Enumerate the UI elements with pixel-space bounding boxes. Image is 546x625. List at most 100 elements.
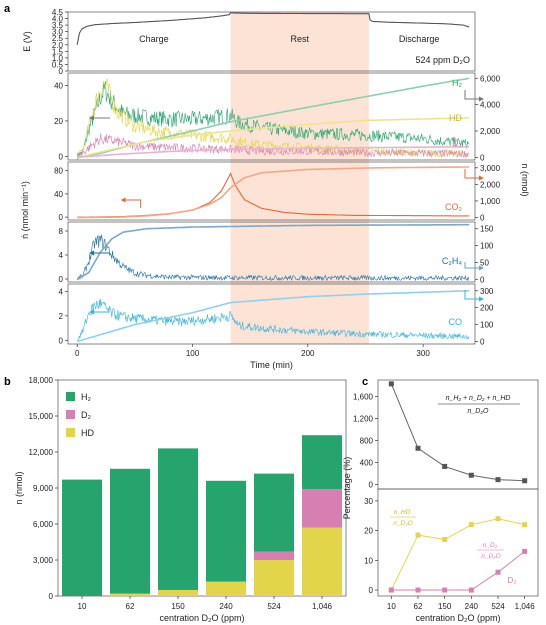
percentage-point xyxy=(495,569,501,575)
y-tick-label-right: 2,000 xyxy=(480,180,501,189)
y-axis-label-amount: n (nmol) xyxy=(520,163,530,196)
series-line xyxy=(76,81,470,160)
bar-segment xyxy=(302,489,342,528)
subplot-frame xyxy=(67,11,476,72)
series-line xyxy=(77,146,470,159)
y-tick-label-right: 2,000 xyxy=(480,127,501,136)
y-tick-label-right: 0 xyxy=(480,337,485,346)
bar-segment xyxy=(62,479,102,596)
series-line xyxy=(76,234,470,282)
y-tick-label-right: 0 xyxy=(480,275,485,284)
y-tick-label: 6,000 xyxy=(33,520,54,529)
y-tick-label: 3.0 xyxy=(52,28,64,37)
y-tick-label: 3,000 xyxy=(33,556,54,565)
axis-arrow-head xyxy=(120,197,126,203)
bar-segment xyxy=(254,473,294,552)
legend-label: HD xyxy=(81,428,94,438)
percentage-point xyxy=(388,587,394,593)
x-tick-label: 1,046 xyxy=(312,602,333,611)
series-line xyxy=(77,78,469,159)
y-tick-label: 0 xyxy=(59,213,64,222)
x-tick-label: 240 xyxy=(219,602,233,611)
axis-arrow xyxy=(464,290,480,300)
x-tick-label: 200 xyxy=(301,349,315,358)
x-tick-label: 150 xyxy=(171,602,185,611)
y-tick-label-right: 100 xyxy=(480,242,494,251)
bar-segment xyxy=(110,593,150,596)
series-label-co: CO xyxy=(449,317,463,327)
y-tick-label: 0 xyxy=(49,592,54,601)
subplot-frame xyxy=(67,161,476,221)
series-line xyxy=(76,223,470,280)
x-tick-label: 150 xyxy=(438,602,452,611)
d2-ratio-numerator: n_D₂ xyxy=(483,542,498,549)
total-percentage-line xyxy=(390,383,525,482)
x-tick-label: 240 xyxy=(465,602,479,611)
percentage-line xyxy=(391,551,525,591)
total-percentage-point xyxy=(468,472,474,478)
series-line xyxy=(76,12,470,45)
y-tick-label: 0 xyxy=(369,481,374,490)
subplot-frame xyxy=(67,221,476,283)
y-tick-label: 800 xyxy=(360,437,374,446)
y-tick-label-right: 4,000 xyxy=(480,101,501,110)
total-percentage-point xyxy=(442,463,448,469)
axis-arrow xyxy=(464,262,480,269)
y-tick-label-right: 200 xyxy=(480,304,494,313)
y-tick-label: 40 xyxy=(54,81,63,90)
percentage-point xyxy=(522,522,528,528)
y-tick-label: 0 xyxy=(59,336,64,345)
y-tick-label-right: 3,000 xyxy=(480,164,501,173)
y-tick-label: 0 xyxy=(59,275,64,284)
concentration-annotation: 524 ppm D₂O xyxy=(415,55,470,65)
y-tick-label: 4.0 xyxy=(52,15,64,24)
legend-label: H₂ xyxy=(81,392,91,402)
y-axis-label-bars: n (nmol) xyxy=(14,471,24,504)
x-tick-label: 524 xyxy=(267,602,281,611)
series-line xyxy=(77,166,470,219)
y-tick-label-right: 0 xyxy=(480,214,485,223)
y-axis-label-rate: ṅ (nmol min⁻¹) xyxy=(20,181,30,239)
series-line xyxy=(76,290,470,343)
y-tick-label: 30 xyxy=(364,497,373,506)
legend-swatch xyxy=(66,392,75,401)
x-tick-label: 300 xyxy=(416,349,430,358)
y-tick-label: 2.0 xyxy=(52,41,64,50)
y-tick-label: 12,000 xyxy=(29,448,54,457)
y-tick-label: 9,000 xyxy=(33,484,54,493)
bar-segment xyxy=(254,551,294,560)
phase-label: Charge xyxy=(139,34,169,44)
y-tick-label: 20 xyxy=(54,117,63,126)
legend-swatch xyxy=(66,428,75,437)
y-tick-label: 4 xyxy=(59,287,64,296)
axis-arrow-head xyxy=(89,115,94,121)
percentage-line xyxy=(390,518,525,591)
y-tick-label-right: 100 xyxy=(480,321,494,330)
phase-label: Rest xyxy=(290,34,309,44)
total-percentage-point xyxy=(522,478,528,484)
x-tick-label: 524 xyxy=(491,602,505,611)
y-tick-label: 8 xyxy=(59,227,64,236)
y-tick-label: 1.5 xyxy=(52,47,64,56)
bar-segment xyxy=(158,590,198,596)
y-tick-label: 2 xyxy=(59,312,64,321)
x-tick-label: 0 xyxy=(75,349,80,358)
bar-segment xyxy=(206,581,246,596)
y-tick-label-right: 150 xyxy=(480,225,494,234)
y-tick-label-right: 0 xyxy=(480,153,485,162)
axis-arrow-head xyxy=(479,175,484,181)
series-label-d2-percent: D₂ xyxy=(508,576,517,585)
bar-segment xyxy=(158,448,198,590)
series-label-co2: CO₂ xyxy=(445,202,463,212)
x-tick-label: 1,046 xyxy=(515,602,536,611)
y-tick-label-right: 50 xyxy=(480,258,489,267)
bar-segment xyxy=(302,435,342,490)
legend-swatch xyxy=(66,410,75,419)
total-percentage-point xyxy=(415,445,421,451)
phase-label: Discharge xyxy=(399,34,440,44)
series-label-d2: D₂ xyxy=(452,138,462,148)
y-tick-label: 18,000 xyxy=(29,376,54,385)
y-tick-label-right: 1,000 xyxy=(480,197,501,206)
subplot-frame xyxy=(67,72,476,161)
